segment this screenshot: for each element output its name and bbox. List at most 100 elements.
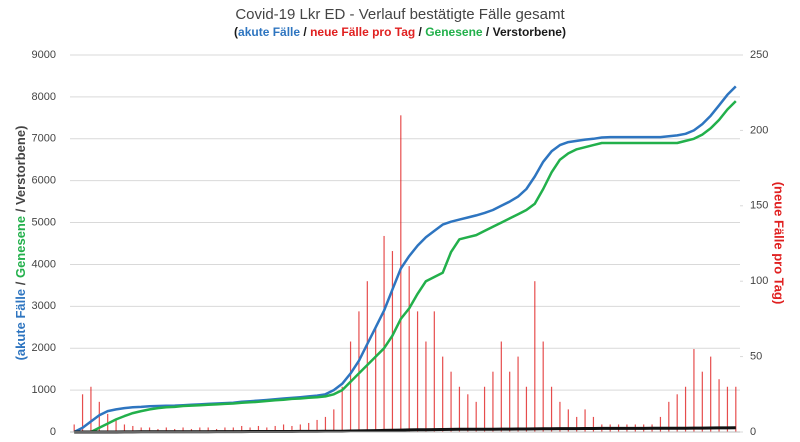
bar	[266, 427, 268, 432]
bar	[81, 394, 84, 432]
bar	[718, 379, 720, 432]
bar	[500, 341, 502, 432]
bar	[458, 386, 461, 432]
bar	[576, 416, 578, 432]
y2-tick-label: 0	[750, 426, 756, 438]
bar	[684, 386, 687, 432]
line	[74, 426, 736, 434]
y-tick-label: 4000	[32, 258, 56, 270]
line	[73, 85, 737, 434]
bar	[701, 371, 703, 432]
label-part: )	[562, 25, 566, 39]
bar	[249, 427, 251, 432]
bar	[584, 409, 586, 432]
bar	[542, 341, 544, 432]
y-tick-label: 5000	[32, 216, 56, 228]
bar	[299, 424, 301, 432]
bar	[483, 386, 486, 432]
y2-tick-label: 150	[750, 200, 768, 212]
bar	[400, 115, 402, 432]
label-part: (akute Fälle	[13, 289, 28, 361]
y2-axis-label: (neue Fälle pro Tag)	[772, 182, 787, 305]
chart-subtitle: (akute Fälle / neue Fälle pro Tag / Gene…	[234, 25, 566, 39]
bar	[450, 371, 452, 432]
chart-title: Covid-19 Lkr ED - Verlauf bestätigte Fäl…	[235, 6, 565, 23]
label-part: /	[300, 25, 310, 39]
label-part: /	[415, 25, 425, 39]
bar	[567, 409, 569, 432]
bar	[308, 422, 310, 432]
bar	[659, 416, 662, 432]
bar	[391, 251, 394, 432]
y2-tick-label: 100	[750, 275, 768, 287]
bar	[324, 416, 327, 432]
y-tick-label: 6000	[32, 175, 56, 187]
label-part: neue Fälle pro Tag	[310, 25, 415, 39]
label-part: Genesene	[425, 25, 483, 39]
bar	[316, 419, 318, 432]
bar	[668, 401, 670, 432]
bar	[98, 401, 100, 432]
bar	[475, 401, 477, 432]
bar	[73, 424, 75, 432]
bar	[492, 371, 494, 432]
bar	[467, 394, 469, 432]
bar	[199, 427, 201, 432]
bar	[291, 425, 293, 432]
bar	[433, 311, 435, 432]
bar	[442, 356, 444, 432]
bar	[148, 427, 151, 432]
bar	[207, 427, 209, 432]
y-tick-label: 7000	[32, 133, 56, 145]
bar	[165, 427, 167, 432]
line	[74, 100, 737, 434]
bar	[693, 349, 695, 432]
bar	[132, 425, 134, 432]
label-part: / Verstorbene)	[13, 126, 28, 216]
bar	[341, 386, 343, 432]
y-tick-label: 1000	[32, 384, 56, 396]
y-tick-label: 8000	[32, 91, 56, 103]
bar	[90, 386, 92, 432]
bar	[735, 386, 737, 432]
bar	[274, 425, 276, 432]
bar	[534, 281, 536, 432]
label-part: Genesene	[13, 216, 28, 278]
bar	[257, 425, 260, 432]
bar	[592, 416, 595, 432]
bar	[408, 266, 410, 432]
bar	[383, 235, 385, 432]
y-tick-label: 2000	[32, 342, 56, 354]
bar	[115, 419, 117, 432]
bar	[349, 341, 352, 432]
bar	[550, 386, 553, 432]
bar	[182, 427, 184, 432]
bar	[425, 341, 427, 432]
y2-tick-label: 250	[750, 49, 768, 61]
bar	[509, 371, 511, 432]
y-tick-label: 9000	[32, 49, 56, 61]
y-axis-label: (akute Fälle / Genesene / Verstorbene)	[13, 126, 28, 361]
bar	[140, 427, 142, 432]
y2-tick-label: 50	[750, 351, 762, 363]
bar	[123, 424, 126, 432]
label-part: akute Fälle	[238, 25, 300, 39]
bar	[232, 427, 234, 432]
bar	[517, 356, 519, 432]
bar	[559, 401, 561, 432]
label-part: /	[483, 25, 493, 39]
label-part: Verstorbene	[493, 25, 563, 39]
bar	[710, 356, 712, 432]
y2-tick-label: 200	[750, 124, 768, 136]
label-part: (	[234, 25, 238, 39]
bar	[333, 409, 335, 432]
bar	[241, 425, 243, 432]
y-tick-label: 0	[50, 426, 56, 438]
label-part: /	[13, 278, 28, 289]
bar	[366, 281, 368, 432]
bar	[416, 311, 419, 432]
bar	[525, 386, 528, 432]
bar	[375, 326, 377, 432]
bar	[224, 427, 226, 432]
bar	[726, 386, 729, 432]
